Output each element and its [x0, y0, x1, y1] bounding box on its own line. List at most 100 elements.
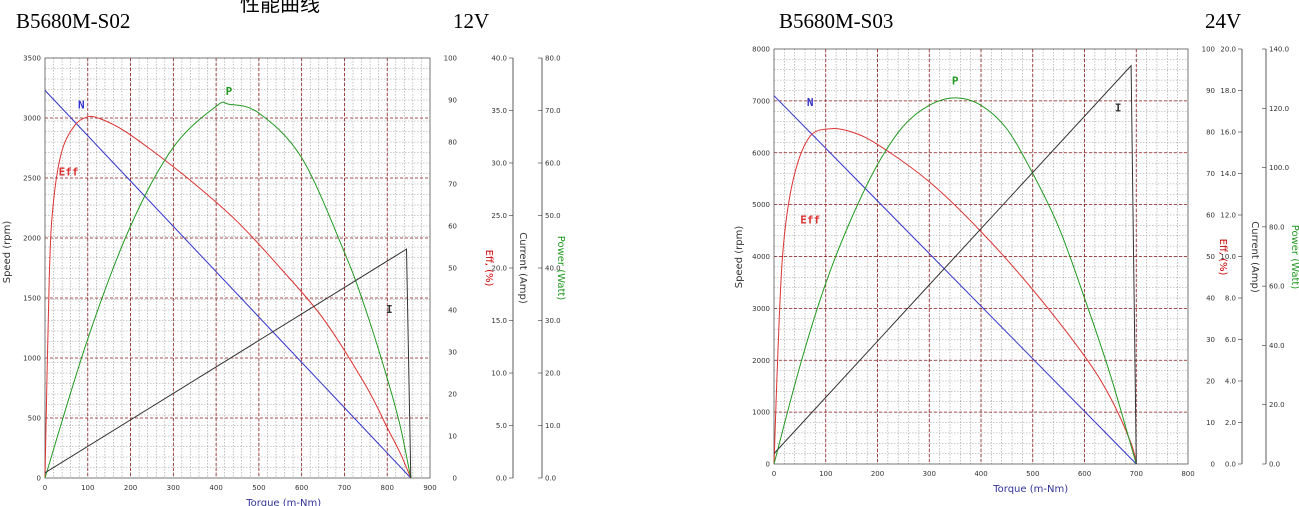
chart-2-current-tick-label: 10.0	[1220, 253, 1236, 261]
chart-2-series-p-line	[773, 97, 1137, 465]
chart-1-series-i-line	[44, 248, 412, 479]
chart-1-speed-tick-label: 500	[28, 415, 41, 423]
chart-2-eff-tick-label: 0	[1211, 461, 1215, 469]
chart-2-eff-tick-label: 60	[1206, 212, 1215, 220]
chart-1-eff-tick-label: 80	[448, 139, 457, 147]
chart-2-series-i-label: I	[1115, 101, 1122, 114]
chart-1-x-tick-label: 500	[252, 484, 265, 492]
chart-2-model-title: B5680M-S03	[779, 9, 894, 33]
chart-2-x-tick-label: 0	[772, 470, 776, 478]
chart-2-x-tick-label: 100	[819, 470, 832, 478]
chart-1-speed-tick-label: 2000	[23, 235, 41, 243]
chart-2-current-tick-label: 8.0	[1225, 295, 1236, 303]
chart-2-voltage-label: 24V	[1205, 9, 1242, 33]
chart-1-speed-tick-label: 3000	[23, 115, 41, 123]
chart-2-current-tick-label: 12.0	[1220, 212, 1236, 220]
chart-1-speed-tick-label: 1500	[23, 295, 41, 303]
chart-1-eff-tick-label: 30	[448, 349, 457, 357]
chart-1-eff-tick-label: 50	[448, 265, 457, 273]
chart-2-eff-tick-label: 30	[1206, 336, 1215, 344]
chart-1-power-tick-label: 60.0	[545, 160, 561, 168]
chart-1-x-tick-label: 100	[81, 484, 94, 492]
chart-2-power-axis-label: Power (Watt)	[1289, 225, 1299, 290]
chart-2-x-tick-label: 400	[974, 470, 987, 478]
chart-2-power-tick-label: 0.0	[1269, 461, 1280, 469]
chart-1-speed-tick-label: 2500	[23, 175, 41, 183]
chart-2-power-tick-label: 80.0	[1269, 223, 1285, 231]
chart-2-current-tick-label: 14.0	[1220, 170, 1236, 178]
chart-1-eff-tick-label: 100	[444, 55, 457, 63]
chart-1-power-tick-label: 10.0	[545, 422, 561, 430]
chart-2-current-tick-label: 4.0	[1225, 378, 1236, 386]
chart-1-x-tick-label: 200	[124, 484, 137, 492]
chart-1-speed-axis-label: Speed (rpm)	[2, 221, 13, 284]
chart-2-current-tick-label: 16.0	[1220, 129, 1236, 137]
chart-1-series-p-label: P	[226, 85, 233, 98]
chart-2-series-eff-label: Eff	[800, 213, 820, 226]
chart-2-series-eff-line	[773, 128, 1137, 465]
chart-1-series-n-label: N	[78, 98, 85, 111]
chart-1-current-tick-label: 15.0	[491, 317, 507, 325]
chart-1-power-axis-label: Power (Watt)	[555, 236, 566, 301]
chart-2-x-tick-label: 300	[923, 470, 936, 478]
chart-2-speed-tick-label: 5000	[752, 201, 770, 209]
chart-1-speed-tick-label: 3500	[23, 55, 41, 63]
chart-2-current-tick-label: 6.0	[1225, 336, 1236, 344]
chart-1-eff-tick-label: 60	[448, 223, 457, 231]
chart-2-x-tick-label: 500	[1026, 470, 1039, 478]
chart-1-power-tick-label: 0.0	[545, 475, 556, 483]
chart-2-series-n-label: N	[807, 96, 814, 109]
chart-1-power-tick-label: 40.0	[545, 265, 561, 273]
chart-1-series-i-label: I	[386, 303, 393, 316]
chart-2-x-tick-label: 700	[1130, 470, 1143, 478]
chart-1-x-tick-label: 600	[295, 484, 308, 492]
chart-1-speed-tick-label: 1000	[23, 355, 41, 363]
chart-2-eff-tick-label: 10	[1206, 419, 1215, 427]
chart-1-current-tick-label: 25.0	[491, 212, 507, 220]
cut-off-top-text: 性能曲线	[240, 0, 320, 16]
chart-2-power-tick-label: 140.0	[1269, 46, 1289, 54]
chart-2-power-tick-label: 120.0	[1269, 105, 1289, 113]
chart-1-x-tick-label: 300	[167, 484, 180, 492]
chart-1-current-axis-label: Current (Amp)	[517, 232, 528, 304]
chart-1-series-p-line	[44, 101, 412, 479]
chart-1-model-title: B5680M-S02	[16, 9, 131, 33]
chart-2-power-tick-label: 40.0	[1269, 342, 1285, 350]
chart-2-x-axis-label: Torque (m-Nm)	[992, 484, 1068, 495]
chart-1-x-tick-label: 800	[381, 484, 394, 492]
chart-1-series-eff-line	[44, 115, 412, 479]
chart-1-x-tick-label: 0	[43, 484, 47, 492]
chart-2-eff-tick-label: 70	[1206, 170, 1215, 178]
chart-2-series-n-line	[773, 95, 1137, 465]
chart-2-eff-tick-label: 100	[1202, 46, 1215, 54]
chart-1-x-axis-label: Torque (m-Nm)	[245, 498, 321, 506]
chart-1-current-tick-label: 30.0	[491, 160, 507, 168]
chart-1-series-eff-label: Eff	[59, 166, 79, 179]
chart-2-speed-tick-label: 3000	[752, 305, 770, 313]
chart-1-plot-frame	[44, 57, 431, 479]
chart-1-current-tick-label: 0.0	[496, 475, 507, 483]
chart-1-eff-tick-label: 20	[448, 391, 457, 399]
chart-2-power-tick-label: 100.0	[1269, 164, 1289, 172]
chart-1-x-tick-label: 900	[423, 484, 436, 492]
chart-2-plot-frame	[773, 48, 1189, 465]
chart-2-current-tick-label: 18.0	[1220, 87, 1236, 95]
chart-1-eff-tick-label: 10	[448, 433, 457, 441]
chart-2-eff-tick-label: 90	[1206, 87, 1215, 95]
chart-1-speed-tick-label: 0	[37, 475, 41, 483]
chart-2-eff-tick-label: 20	[1206, 378, 1215, 386]
chart-2-speed-tick-label: 2000	[752, 357, 770, 365]
chart-1-eff-tick-label: 70	[448, 181, 457, 189]
chart-1-power-tick-label: 30.0	[545, 317, 561, 325]
chart-2-eff-tick-label: 80	[1206, 129, 1215, 137]
chart-1-eff-tick-label: 40	[448, 307, 457, 315]
chart-2-power-tick-label: 20.0	[1269, 401, 1285, 409]
chart-1-current-tick-label: 35.0	[491, 107, 507, 115]
chart-2-speed-tick-label: 0	[766, 461, 770, 469]
chart-2-speed-tick-label: 4000	[752, 253, 770, 261]
chart-2-x-tick-label: 200	[871, 470, 884, 478]
chart-2-eff-tick-label: 50	[1206, 253, 1215, 261]
chart-1-eff-axis-label: Eff, (%)	[483, 250, 494, 287]
